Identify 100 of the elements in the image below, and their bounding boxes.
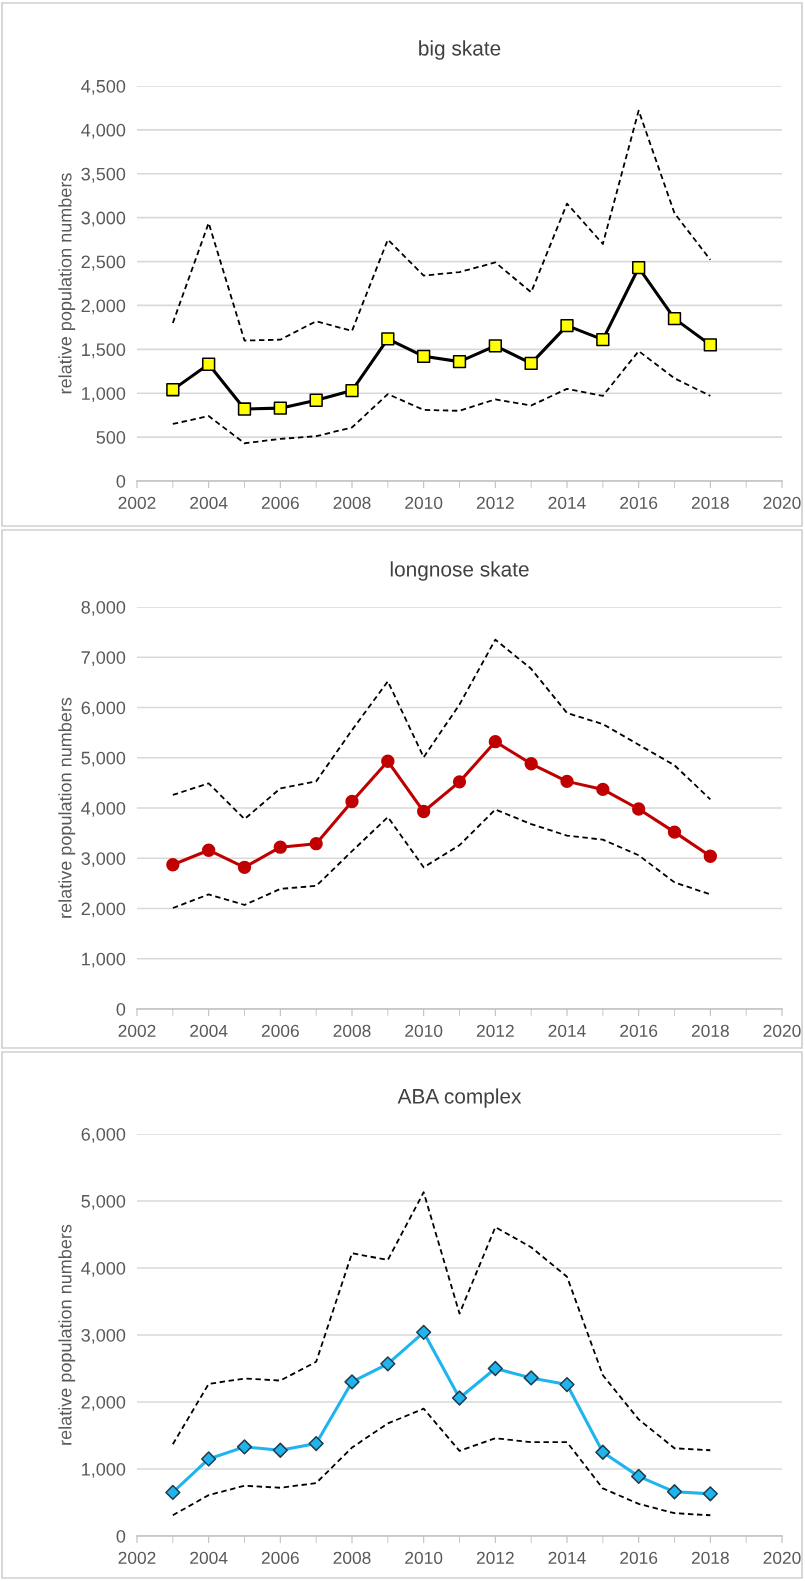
- line-series: [171, 1191, 712, 1452]
- y-tick-label: 6,000: [81, 1127, 126, 1143]
- point: [237, 860, 252, 874]
- y-tick-label: 2,000: [81, 1395, 126, 1411]
- x-tick-label: 2010: [405, 1551, 443, 1565]
- x-tick-label: 2008: [333, 496, 371, 510]
- x-tick-label: 2006: [261, 1024, 299, 1038]
- point: [309, 837, 323, 851]
- x-tick-label: 2010: [405, 1024, 443, 1038]
- x-tick-label: 2018: [691, 1024, 729, 1038]
- point: [416, 804, 431, 819]
- chart-title: longnose skate: [390, 561, 529, 581]
- y-tick-label: 3,500: [81, 167, 126, 183]
- point: [523, 1370, 539, 1386]
- y-tick-label: 1,000: [82, 952, 126, 968]
- point: [702, 1486, 718, 1502]
- y-tick-label: 0: [116, 1002, 126, 1016]
- y-tick-label: 0: [116, 1529, 126, 1543]
- y-tick-label: 4,000: [81, 1261, 126, 1277]
- x-tick-label: 2002: [118, 1551, 156, 1565]
- x-tick-label: 2020: [763, 1024, 801, 1038]
- y-tick-label: 3,000: [81, 211, 126, 227]
- x-tick-label: 2018: [691, 496, 729, 510]
- point: [381, 754, 395, 768]
- x-tick-label: 2014: [548, 496, 586, 510]
- line-series: [171, 638, 712, 820]
- y-tick-label: 2,500: [81, 255, 126, 271]
- point: [166, 858, 180, 872]
- point: [273, 840, 288, 854]
- point: [416, 1324, 432, 1340]
- point: [308, 1435, 324, 1452]
- line-series: [171, 1407, 712, 1517]
- x-tick-label: 2012: [476, 496, 514, 510]
- point: [272, 1442, 288, 1458]
- chart-title: big skate: [419, 40, 501, 60]
- y-tick-label: 1,000: [82, 387, 126, 403]
- point: [559, 1376, 575, 1393]
- x-tick-label: 2002: [118, 496, 156, 510]
- x-tick-label: 2012: [476, 1024, 514, 1038]
- line-series: [171, 808, 712, 909]
- y-tick-label: 0: [116, 474, 126, 488]
- y-tick-label: 5,000: [81, 751, 126, 767]
- point: [201, 1451, 217, 1467]
- x-tick-label: 2002: [118, 1024, 156, 1038]
- x-tick-label: 2006: [261, 496, 299, 510]
- point: [666, 1484, 683, 1500]
- y-tick-label: 2,000: [81, 902, 126, 918]
- point: [488, 735, 503, 749]
- point: [344, 1374, 360, 1390]
- y-tick-label: 3,000: [81, 1328, 126, 1344]
- y-tick-label: 2,000: [81, 299, 126, 315]
- point: [703, 849, 718, 863]
- chart-title: ABA complex: [397, 1088, 522, 1108]
- y-axis-title: relative population numbers: [58, 1224, 76, 1445]
- point: [524, 757, 538, 771]
- point: [667, 825, 682, 839]
- x-tick-label: 2006: [261, 1551, 299, 1565]
- point: [631, 1468, 647, 1485]
- x-tick-label: 2010: [405, 496, 443, 510]
- point: [560, 774, 574, 789]
- y-tick-label: 5,000: [81, 1194, 126, 1210]
- y-tick-label: 8,000: [81, 600, 126, 616]
- point: [201, 843, 216, 857]
- y-tick-label: 3,000: [81, 852, 126, 868]
- y-tick-label: 4,000: [81, 123, 126, 139]
- x-tick-label: 2014: [548, 1551, 586, 1565]
- x-tick-label: 2008: [333, 1551, 371, 1565]
- line-series: [171, 109, 712, 342]
- point: [236, 1439, 253, 1455]
- x-tick-label: 2016: [620, 1024, 658, 1038]
- x-tick-label: 2008: [333, 1024, 371, 1038]
- x-tick-label: 2004: [190, 496, 228, 510]
- x-tick-label: 2004: [190, 1024, 228, 1038]
- x-tick-label: 2012: [476, 1551, 514, 1565]
- point: [380, 1356, 396, 1372]
- y-tick-label: 1,000: [82, 1462, 126, 1478]
- y-axis-title: relative population numbers: [58, 697, 76, 918]
- point: [452, 775, 467, 789]
- y-axis-title: relative population numbers: [58, 173, 76, 394]
- x-tick-label: 2004: [190, 1551, 228, 1565]
- point: [451, 1390, 468, 1406]
- y-tick-label: 4,500: [81, 79, 126, 95]
- point: [595, 1444, 611, 1460]
- x-tick-label: 2018: [691, 1551, 729, 1565]
- x-tick-label: 2020: [763, 496, 801, 510]
- y-tick-label: 1,500: [82, 343, 126, 359]
- point: [596, 782, 610, 797]
- point: [345, 794, 359, 809]
- point: [487, 1360, 503, 1377]
- point: [631, 802, 646, 816]
- y-tick-label: 500: [96, 431, 126, 444]
- x-tick-label: 2016: [620, 1551, 658, 1565]
- x-tick-label: 2014: [548, 1024, 586, 1038]
- y-tick-label: 4,000: [81, 801, 126, 817]
- x-tick-label: 2020: [763, 1551, 801, 1565]
- point: [165, 1484, 181, 1501]
- y-tick-label: 7,000: [81, 651, 126, 667]
- y-tick-label: 6,000: [81, 701, 126, 717]
- x-tick-label: 2016: [620, 496, 658, 510]
- line-series: [171, 350, 712, 445]
